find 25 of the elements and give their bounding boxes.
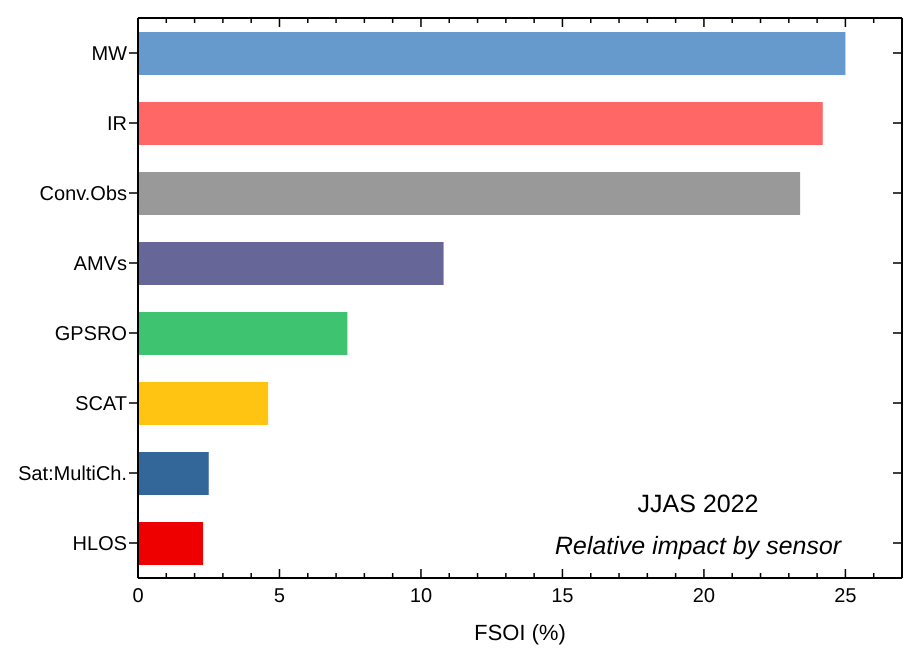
x-tick-label: 25	[834, 585, 857, 607]
y-tick-label: SCAT	[75, 393, 127, 416]
y-tick-label: GPSRO	[54, 323, 127, 346]
y-tick-label: HLOS	[72, 533, 127, 556]
x-tick-label: 20	[692, 585, 716, 607]
y-tick-label: Sat:MultiCh.	[18, 463, 127, 486]
bar	[138, 172, 800, 215]
x-tick-label: 10	[410, 585, 432, 607]
bar	[138, 32, 846, 75]
bar	[138, 522, 204, 565]
x-tick-label: 0	[132, 585, 144, 607]
x-tick-label: 5	[274, 585, 286, 607]
y-tick-label: AMVs	[74, 253, 127, 276]
bar	[138, 452, 209, 495]
x-tick-label: 15	[551, 585, 574, 607]
bar	[138, 382, 268, 425]
x-axis-title: FSOI (%)	[474, 620, 566, 645]
bar	[138, 312, 348, 355]
y-tick-label: MW	[91, 43, 128, 66]
bar	[138, 102, 823, 145]
y-tick-label: Conv.Obs	[40, 183, 127, 206]
annotation: Relative impact by sensor	[554, 531, 843, 562]
y-tick-label: IR	[107, 113, 127, 136]
annotation: JJAS 2022	[636, 489, 760, 520]
bar	[138, 242, 444, 285]
